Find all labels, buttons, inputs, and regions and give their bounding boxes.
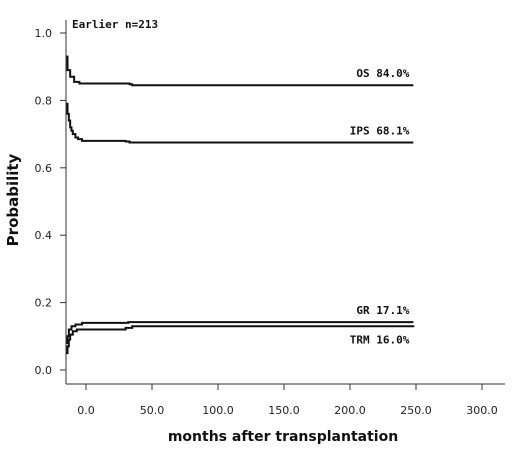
x-axis-title: months after transplantation: [168, 429, 398, 445]
y-tick-label: 0.2: [35, 297, 53, 310]
series-line-1: [66, 55, 414, 87]
series-line-4: [66, 325, 415, 355]
series-label: IPS 68.1%: [350, 125, 410, 138]
y-ticks: 0.0 0.2 0.4 0.6 0.8 1.0: [35, 27, 66, 377]
x-tick-label: 250.0: [400, 404, 432, 417]
y-tick-label: 0.0: [35, 364, 53, 377]
series-label: TRM 16.0%: [350, 334, 410, 347]
x-tick-label: 200.0: [334, 404, 366, 417]
series-lines: [66, 55, 415, 355]
series-label: OS 84.0%: [356, 67, 409, 80]
x-tick-label: 50.0: [140, 404, 165, 417]
y-tick-label: 1.0: [35, 27, 53, 40]
x-tick-label: 300.0: [466, 404, 498, 417]
series-line-2: [66, 102, 414, 144]
x-tick-label: 0.0: [77, 404, 95, 417]
x-tick-label: 100.0: [202, 404, 234, 417]
series-line-3: [66, 321, 414, 345]
series-label: GR 17.1%: [356, 304, 409, 317]
y-tick-label: 0.6: [35, 162, 53, 175]
x-ticks: 0.0 50.0 100.0 150.0 200.0 250.0 300.0: [77, 384, 498, 417]
x-tick-label: 150.0: [268, 404, 300, 417]
y-axis-title: Probability: [4, 153, 22, 246]
y-tick-label: 0.4: [35, 229, 53, 242]
y-tick-label: 0.8: [35, 94, 53, 107]
series-labels: OS 84.0% IPS 68.1% GR 17.1% TRM 16.0%: [350, 67, 410, 346]
chart-title: Earlier n=213: [72, 18, 158, 31]
